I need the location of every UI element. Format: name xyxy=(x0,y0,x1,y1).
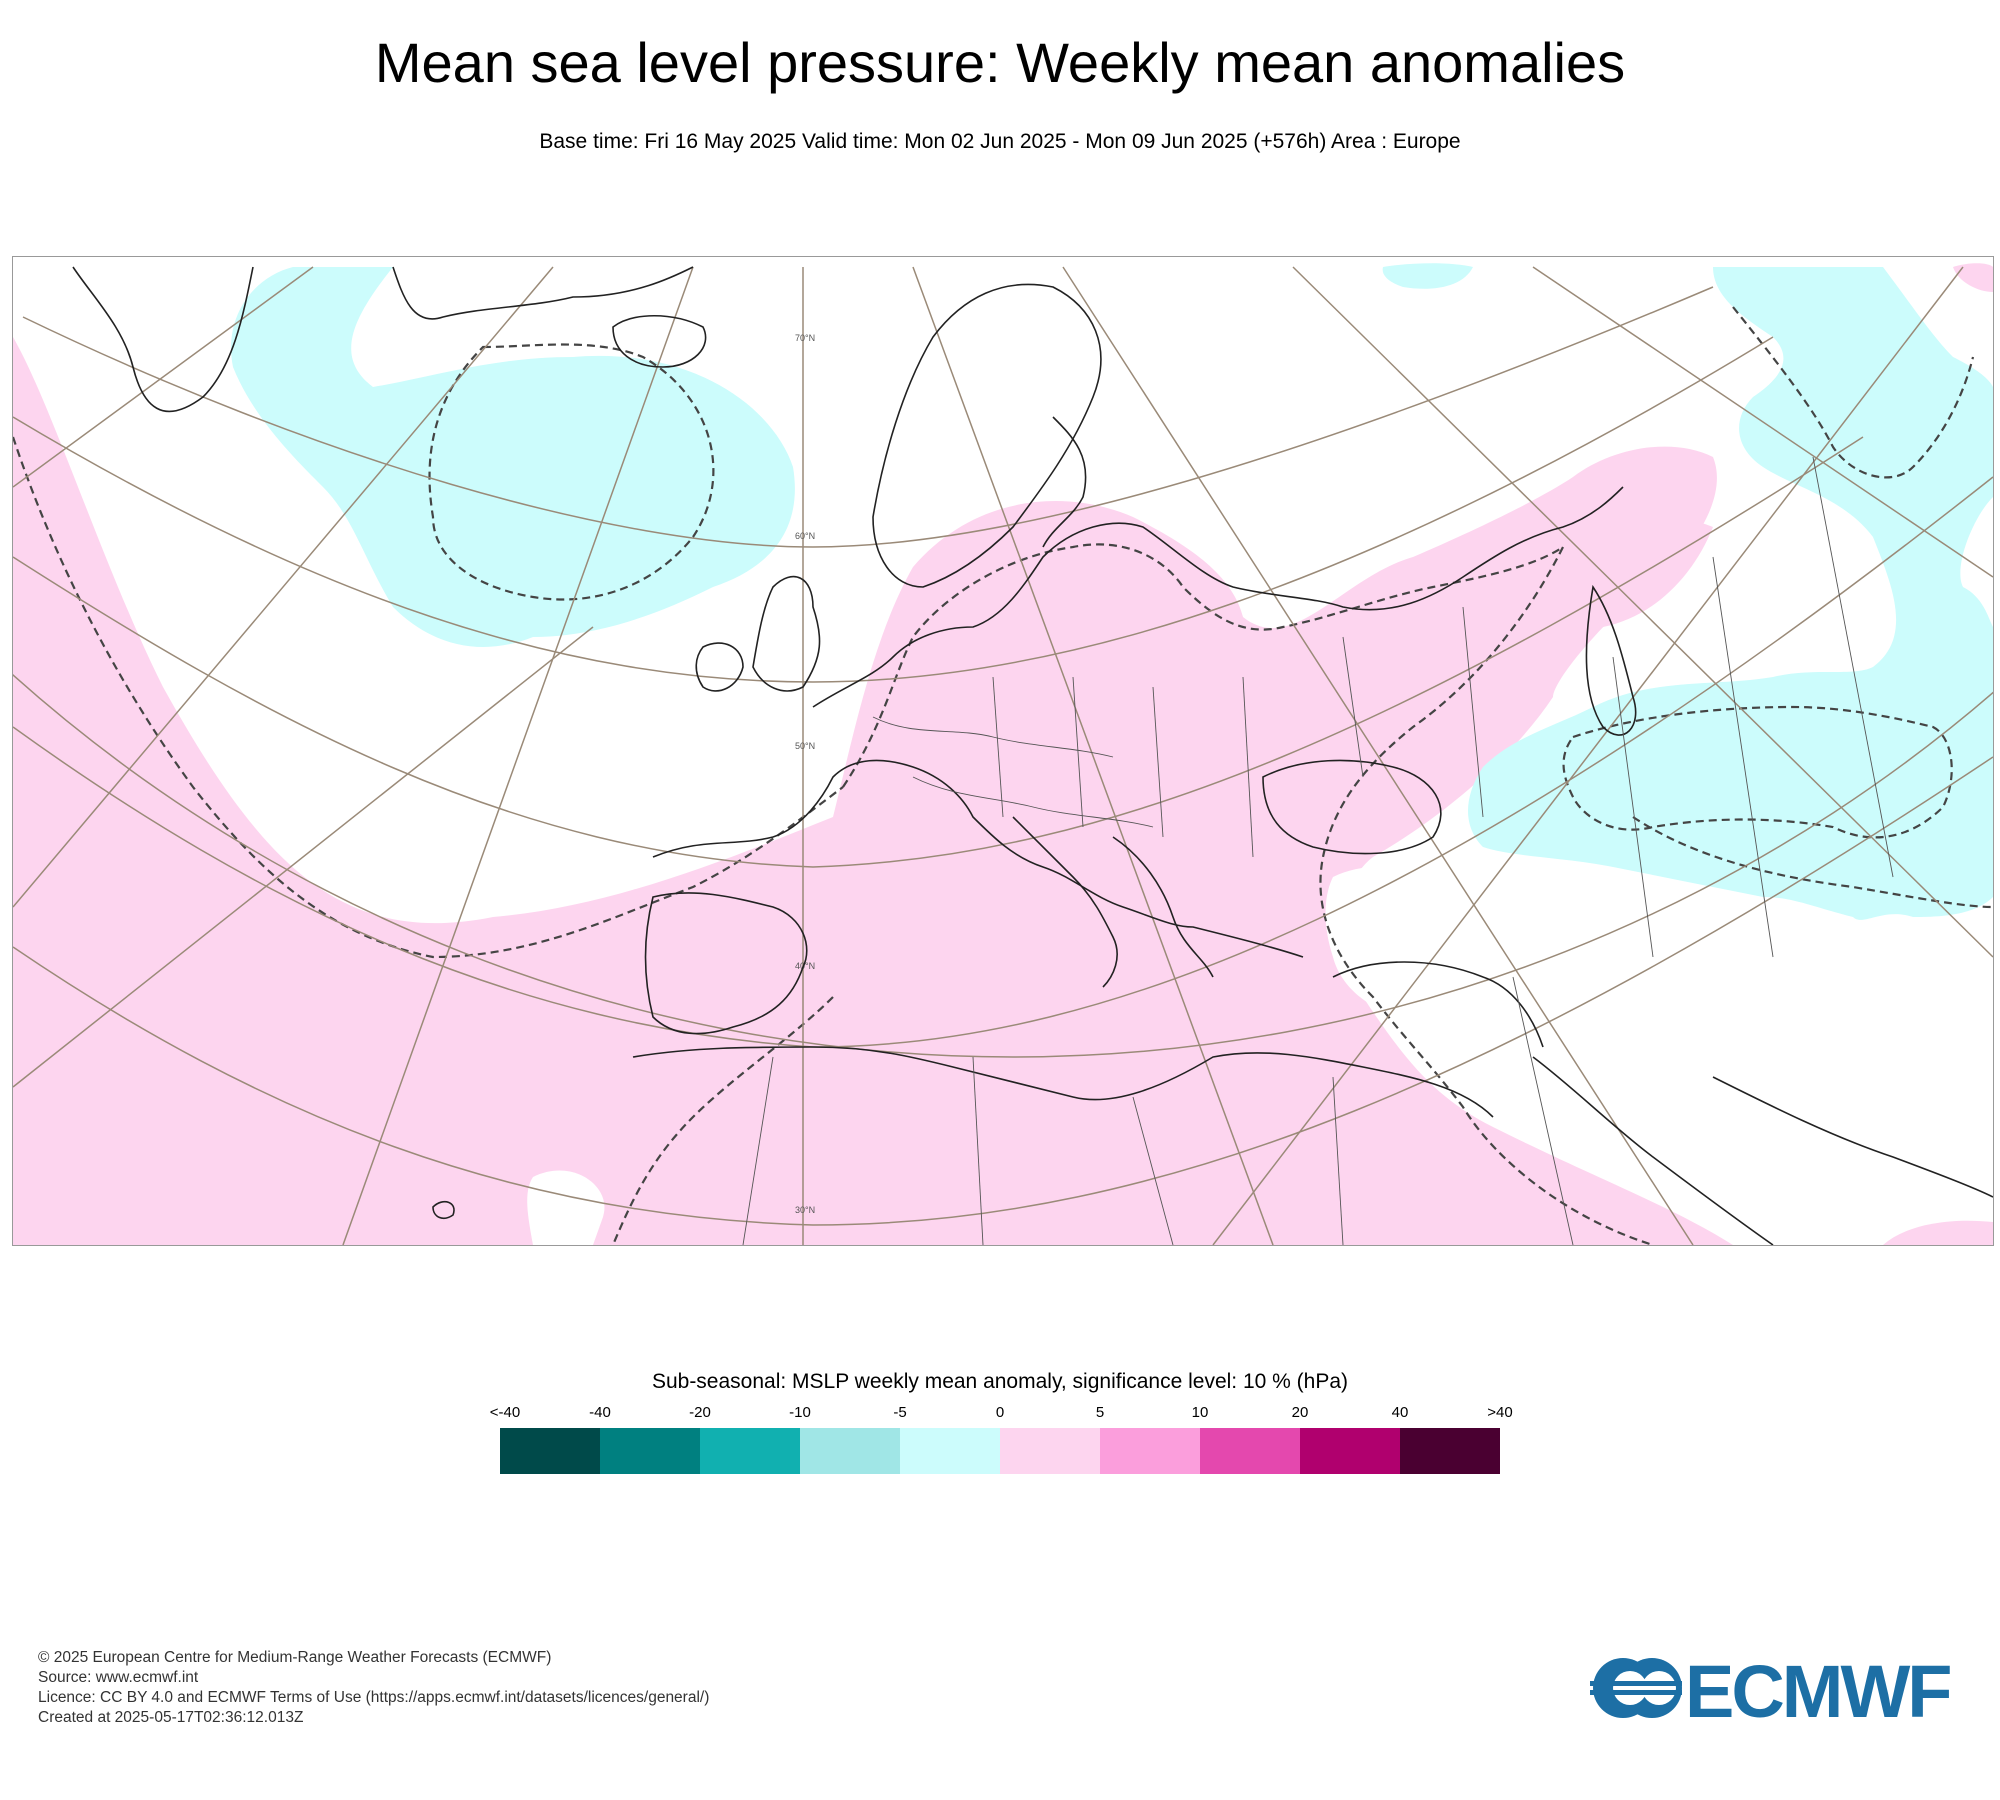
chart-subtitle: Base time: Fri 16 May 2025 Valid time: M… xyxy=(539,130,1461,153)
lat-label-70: 70°N xyxy=(795,333,815,343)
lat-label-30: 30°N xyxy=(795,1205,815,1215)
lat-label-60: 60°N xyxy=(795,531,815,541)
legend-tick: >40 xyxy=(1487,1404,1513,1421)
legend-tick: 5 xyxy=(1095,1404,1105,1421)
legend-tick: 40 xyxy=(1391,1404,1409,1421)
europe-mainland-coast xyxy=(812,486,1624,708)
positive-anomaly-area xyxy=(13,263,1993,1245)
footer-created: Created at 2025-05-17T02:36:12.013Z xyxy=(38,1709,304,1726)
europe-mslp-anomaly-map: 70°N 60°N 50°N 40°N 30°N xyxy=(12,256,1994,1246)
legend-swatch-2 xyxy=(700,1428,800,1474)
iberia-coast xyxy=(644,892,808,1035)
ecmwf-logo: ECMWF xyxy=(1590,1650,1970,1733)
ireland-coast xyxy=(695,642,744,692)
footer: © 2025 European Centre for Medium-Range … xyxy=(38,1648,709,1728)
legend-swatch-0 xyxy=(500,1428,600,1474)
scandinavia-coast xyxy=(872,283,1102,588)
legend-color-bar xyxy=(500,1428,1500,1474)
negative-anomaly-area xyxy=(231,263,1993,920)
ecmwf-logo-text: ECMWF xyxy=(1685,1650,1952,1733)
footer-copyright: © 2025 European Centre for Medium-Range … xyxy=(38,1649,552,1666)
greenland-coast xyxy=(72,266,254,413)
legend-swatch-7 xyxy=(1200,1428,1300,1474)
legend-tick: -20 xyxy=(689,1404,711,1421)
legend-tick: 20 xyxy=(1291,1404,1309,1421)
legend-tick: -5 xyxy=(893,1404,907,1421)
legend-ticks: <-40 -40 -20 -10 -5 0 5 10 20 40 >40 xyxy=(0,1404,2000,1424)
chart-title: Mean sea level pressure: Weekly mean ano… xyxy=(374,31,1626,94)
black-sea-coast xyxy=(1262,759,1442,855)
coastlines xyxy=(72,266,1993,1245)
legend-swatch-1 xyxy=(600,1428,700,1474)
legend-swatch-3 xyxy=(800,1428,900,1474)
neutral-areas xyxy=(527,866,1483,1245)
legend-tick: 0 xyxy=(995,1404,1005,1421)
north-africa-coast xyxy=(632,1046,1494,1118)
legend-tick: -10 xyxy=(789,1404,811,1421)
italy-coast xyxy=(1012,816,1118,988)
legend-swatch-9 xyxy=(1400,1428,1500,1474)
legend-swatch-4 xyxy=(900,1428,1000,1474)
lat-label-50: 50°N xyxy=(795,741,815,751)
caspian-coast xyxy=(1585,584,1637,736)
lat-label-40: 40°N xyxy=(795,961,815,971)
footer-source: Source: www.ecmwf.int xyxy=(38,1669,199,1686)
anatolia-coast xyxy=(1332,961,1544,1048)
legend-tick: -40 xyxy=(589,1404,611,1421)
balkans-coast xyxy=(1112,836,1214,978)
graticule xyxy=(13,266,1993,1245)
britain-coast xyxy=(752,575,821,692)
footer-licence: Licence: CC BY 4.0 and ECMWF Terms of Us… xyxy=(38,1689,710,1706)
legend-swatch-6 xyxy=(1100,1428,1200,1474)
legend-tick: <-40 xyxy=(489,1404,521,1421)
legend-swatch-8 xyxy=(1300,1428,1400,1474)
legend-title: Sub-seasonal: MSLP weekly mean anomaly, … xyxy=(651,1370,1349,1393)
latitude-labels: 70°N 60°N 50°N 40°N 30°N xyxy=(795,333,815,1215)
legend-swatch-5 xyxy=(1000,1428,1100,1474)
country-borders xyxy=(742,456,1894,1245)
ecmwf-logo-icon xyxy=(1590,1658,1682,1718)
iceland-coast xyxy=(612,314,707,368)
legend-tick: 10 xyxy=(1191,1404,1209,1421)
